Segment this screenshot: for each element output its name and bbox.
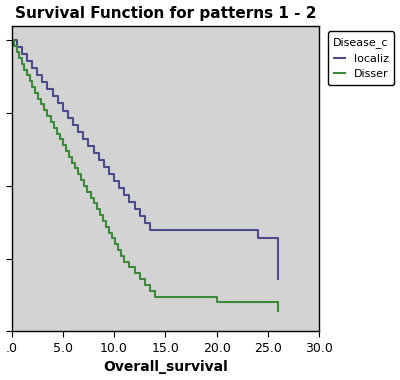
Title: Survival Function for patterns 1 - 2: Survival Function for patterns 1 - 2 [15, 6, 316, 21]
Legend: localiz, Disser: localiz, Disser [328, 32, 394, 85]
X-axis label: Overall_survival: Overall_survival [103, 361, 228, 374]
